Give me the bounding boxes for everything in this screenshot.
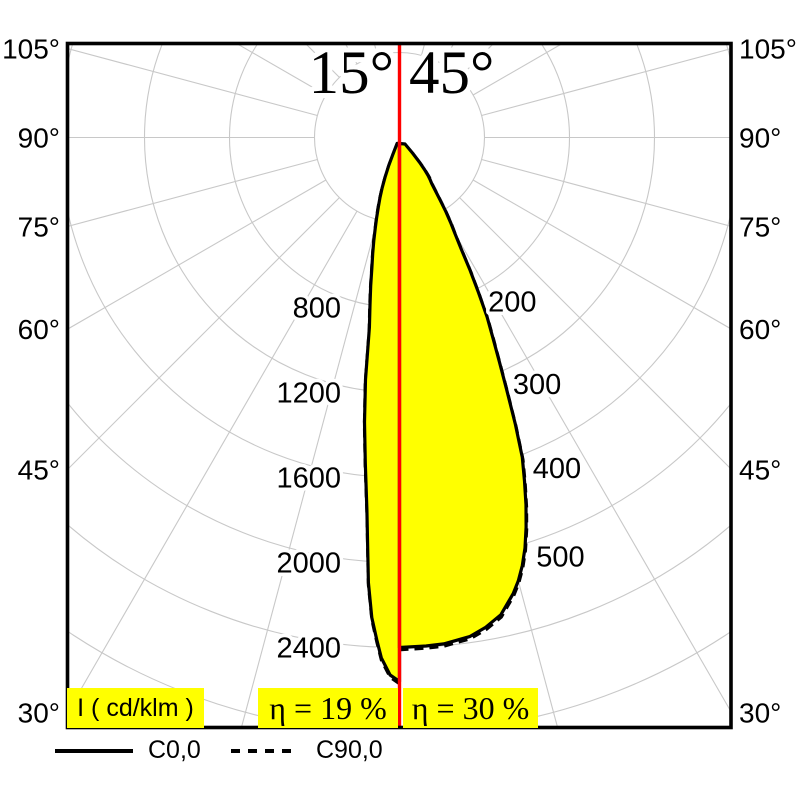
angle-scale-label-right: 90° xyxy=(739,123,781,154)
intensity-scale-label-right: 400 xyxy=(533,453,581,485)
legend-label-c90: C90,0 xyxy=(316,736,383,764)
efficiency-badge-right: η = 30 % xyxy=(403,688,538,728)
beam-lobe-left-c90-dashed xyxy=(362,145,401,686)
grid-radial-line xyxy=(481,158,730,227)
grid-radial-line xyxy=(69,158,318,227)
angle-scale-label-left: 45° xyxy=(18,455,60,486)
angle-scale-label-left: 90° xyxy=(18,123,60,154)
intensity-scale-label-right: 500 xyxy=(536,541,584,573)
angle-scale-label-left: 75° xyxy=(18,211,60,242)
angle-scale-label-left: 60° xyxy=(18,314,60,345)
grid-radial-line xyxy=(69,179,327,329)
intensity-scale-label-left: 800 xyxy=(293,293,341,325)
efficiency-left-text: η = 19 % xyxy=(269,689,387,726)
intensity-scale-label-left: 2000 xyxy=(276,548,341,580)
beam-angle-label-right: 45° xyxy=(409,40,494,107)
grid-radial-line xyxy=(69,210,358,712)
grid-radial-line xyxy=(441,210,730,712)
intensity-scale-labels: 800 1200 1600 2000 2400 200 300 400 500 xyxy=(273,283,588,668)
unit-badge: I ( cd/klm ) xyxy=(67,688,204,728)
legend-solid-line-swatch xyxy=(55,749,133,753)
plot-border xyxy=(65,41,733,730)
grid-radial-line xyxy=(472,179,730,329)
angle-scale-label-right: 75° xyxy=(739,211,781,242)
intensity-scale-label-right: 200 xyxy=(488,287,536,319)
angle-scale-label-right: 45° xyxy=(739,455,781,486)
grid-radial-line xyxy=(459,197,730,469)
efficiency-badge-left: η = 19 % xyxy=(258,688,398,728)
legend-label-c0: C0,0 xyxy=(148,736,201,764)
grid-radial-line xyxy=(69,48,318,117)
beam-lobe-right-c0-solid xyxy=(397,141,528,650)
angle-scale-label-right: 105° xyxy=(739,34,797,65)
grid-radial-line xyxy=(241,219,379,726)
grid-radial-line xyxy=(69,197,340,469)
legend-dashed-line-swatch xyxy=(231,749,293,753)
angle-scale-label-right: 60° xyxy=(739,314,781,345)
intensity-scale-label-left: 2400 xyxy=(276,633,341,665)
unit-badge-text: I ( cd/klm ) xyxy=(77,693,194,722)
intensity-scale-label-left: 1200 xyxy=(276,378,341,410)
beam-lobes xyxy=(362,141,529,686)
intensity-scale-label-right: 300 xyxy=(513,369,561,401)
intensity-scale-label-left: 1600 xyxy=(276,463,341,495)
angle-scale-labels: 105° 105° 90° 90° 75° 75° 60° 60° 45° 45° 30° 30° xyxy=(2,34,797,729)
angle-scale-label-right: 30° xyxy=(739,698,781,729)
beam-angle-label-left: 15° xyxy=(309,40,394,107)
efficiency-right-text: η = 30 % xyxy=(411,689,530,726)
beam-lobe-right-c90-dashed xyxy=(399,145,529,652)
angle-scale-label-left: 105° xyxy=(2,34,60,65)
grid-radial-line xyxy=(481,48,730,117)
angle-scale-label-left: 30° xyxy=(18,698,60,729)
